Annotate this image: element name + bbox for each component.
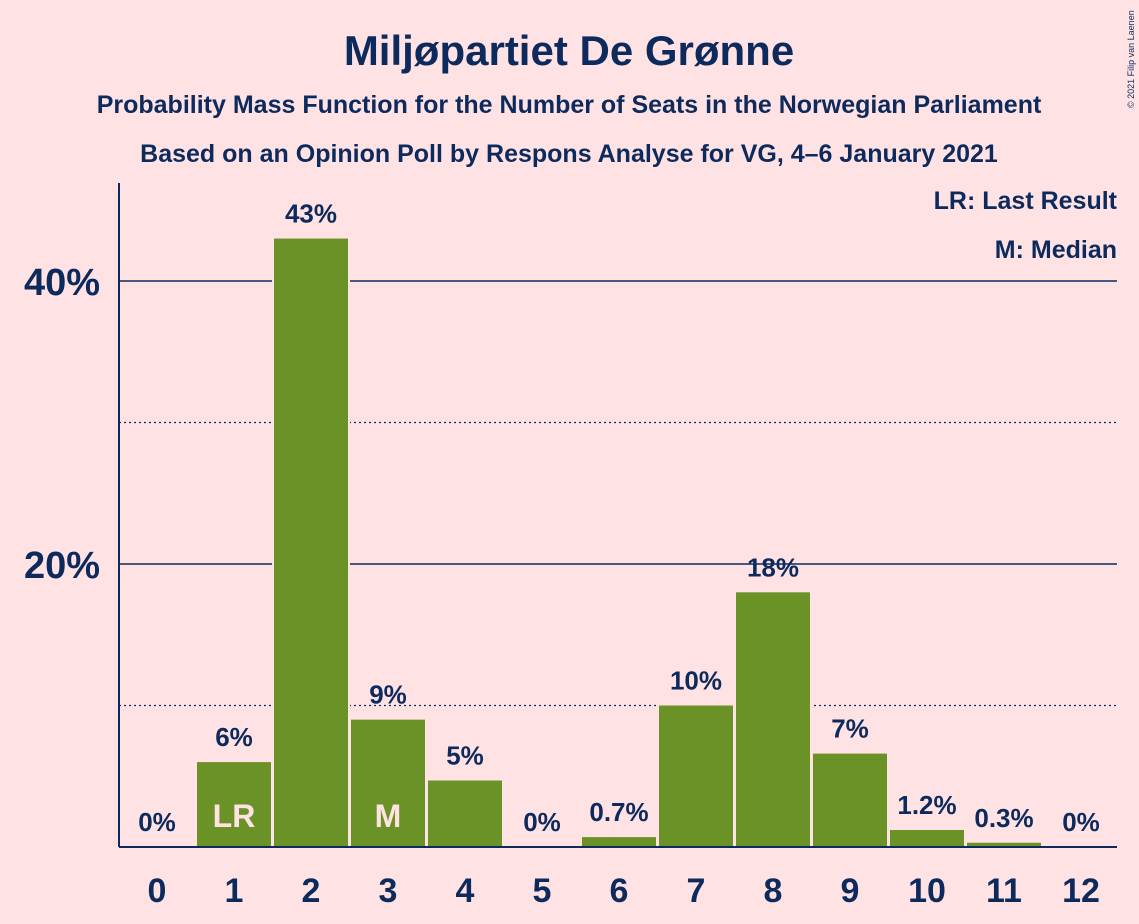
x-tick-label: 12 xyxy=(1062,872,1100,910)
y-tick-label: 40% xyxy=(24,262,100,304)
legend-last-result: LR: Last Result xyxy=(934,187,1118,215)
data-label: 5% xyxy=(446,740,484,770)
bar-marker-lr: LR xyxy=(213,798,256,834)
bar xyxy=(813,753,887,847)
x-tick-label: 4 xyxy=(456,872,475,910)
axes xyxy=(118,183,1117,848)
bar xyxy=(736,592,810,847)
data-label: 1.2% xyxy=(897,790,956,820)
data-label: 43% xyxy=(285,199,337,229)
bar xyxy=(582,837,656,847)
data-label: 0% xyxy=(1062,807,1100,837)
legend-median: M: Median xyxy=(995,236,1117,264)
data-label: 9% xyxy=(369,680,407,710)
x-tick-label: 1 xyxy=(225,872,244,910)
bar xyxy=(967,842,1041,847)
chart-subtitle-2: Based on an Opinion Poll by Respons Anal… xyxy=(140,140,998,168)
copyright-note: © 2021 Filip van Laenen xyxy=(1126,10,1136,108)
x-tick-label: 6 xyxy=(610,872,629,910)
bar xyxy=(197,762,271,847)
x-tick-label: 9 xyxy=(841,872,860,910)
bar xyxy=(659,705,733,847)
data-label: 7% xyxy=(831,714,869,744)
data-label: 0.7% xyxy=(589,797,648,827)
bar xyxy=(274,238,348,848)
bar xyxy=(351,719,425,847)
x-tick-label: 8 xyxy=(764,872,783,910)
bar xyxy=(428,780,502,847)
bar xyxy=(890,830,964,847)
x-tick-label: 11 xyxy=(986,872,1022,910)
x-tick-label: 0 xyxy=(148,872,167,910)
data-label: 6% xyxy=(215,722,253,752)
x-tick-label: 5 xyxy=(533,872,552,910)
data-label: 0% xyxy=(138,807,176,837)
data-label: 0.3% xyxy=(974,803,1033,833)
bar-marker-m: M xyxy=(375,798,402,834)
y-tick-label: 20% xyxy=(24,545,100,587)
data-label: 10% xyxy=(670,666,722,696)
x-tick-label: 7 xyxy=(687,872,706,910)
bars: 0% 0 6% LR 1 43% 2 9% M 3 5% 4 0% 5 0.7% 6 10% 7 18% 8 7% 9 1.… xyxy=(138,199,1100,910)
x-tick-label: 2 xyxy=(302,872,321,910)
gridlines: 20% 40% xyxy=(24,262,1117,707)
chart-subtitle-1: Probability Mass Function for the Number… xyxy=(97,91,1042,119)
data-label: 18% xyxy=(747,552,799,582)
data-label: 0% xyxy=(523,807,561,837)
x-tick-label: 10 xyxy=(908,872,946,910)
chart-title: Miljøpartiet De Grønne xyxy=(344,27,794,74)
x-tick-label: 3 xyxy=(379,872,398,910)
